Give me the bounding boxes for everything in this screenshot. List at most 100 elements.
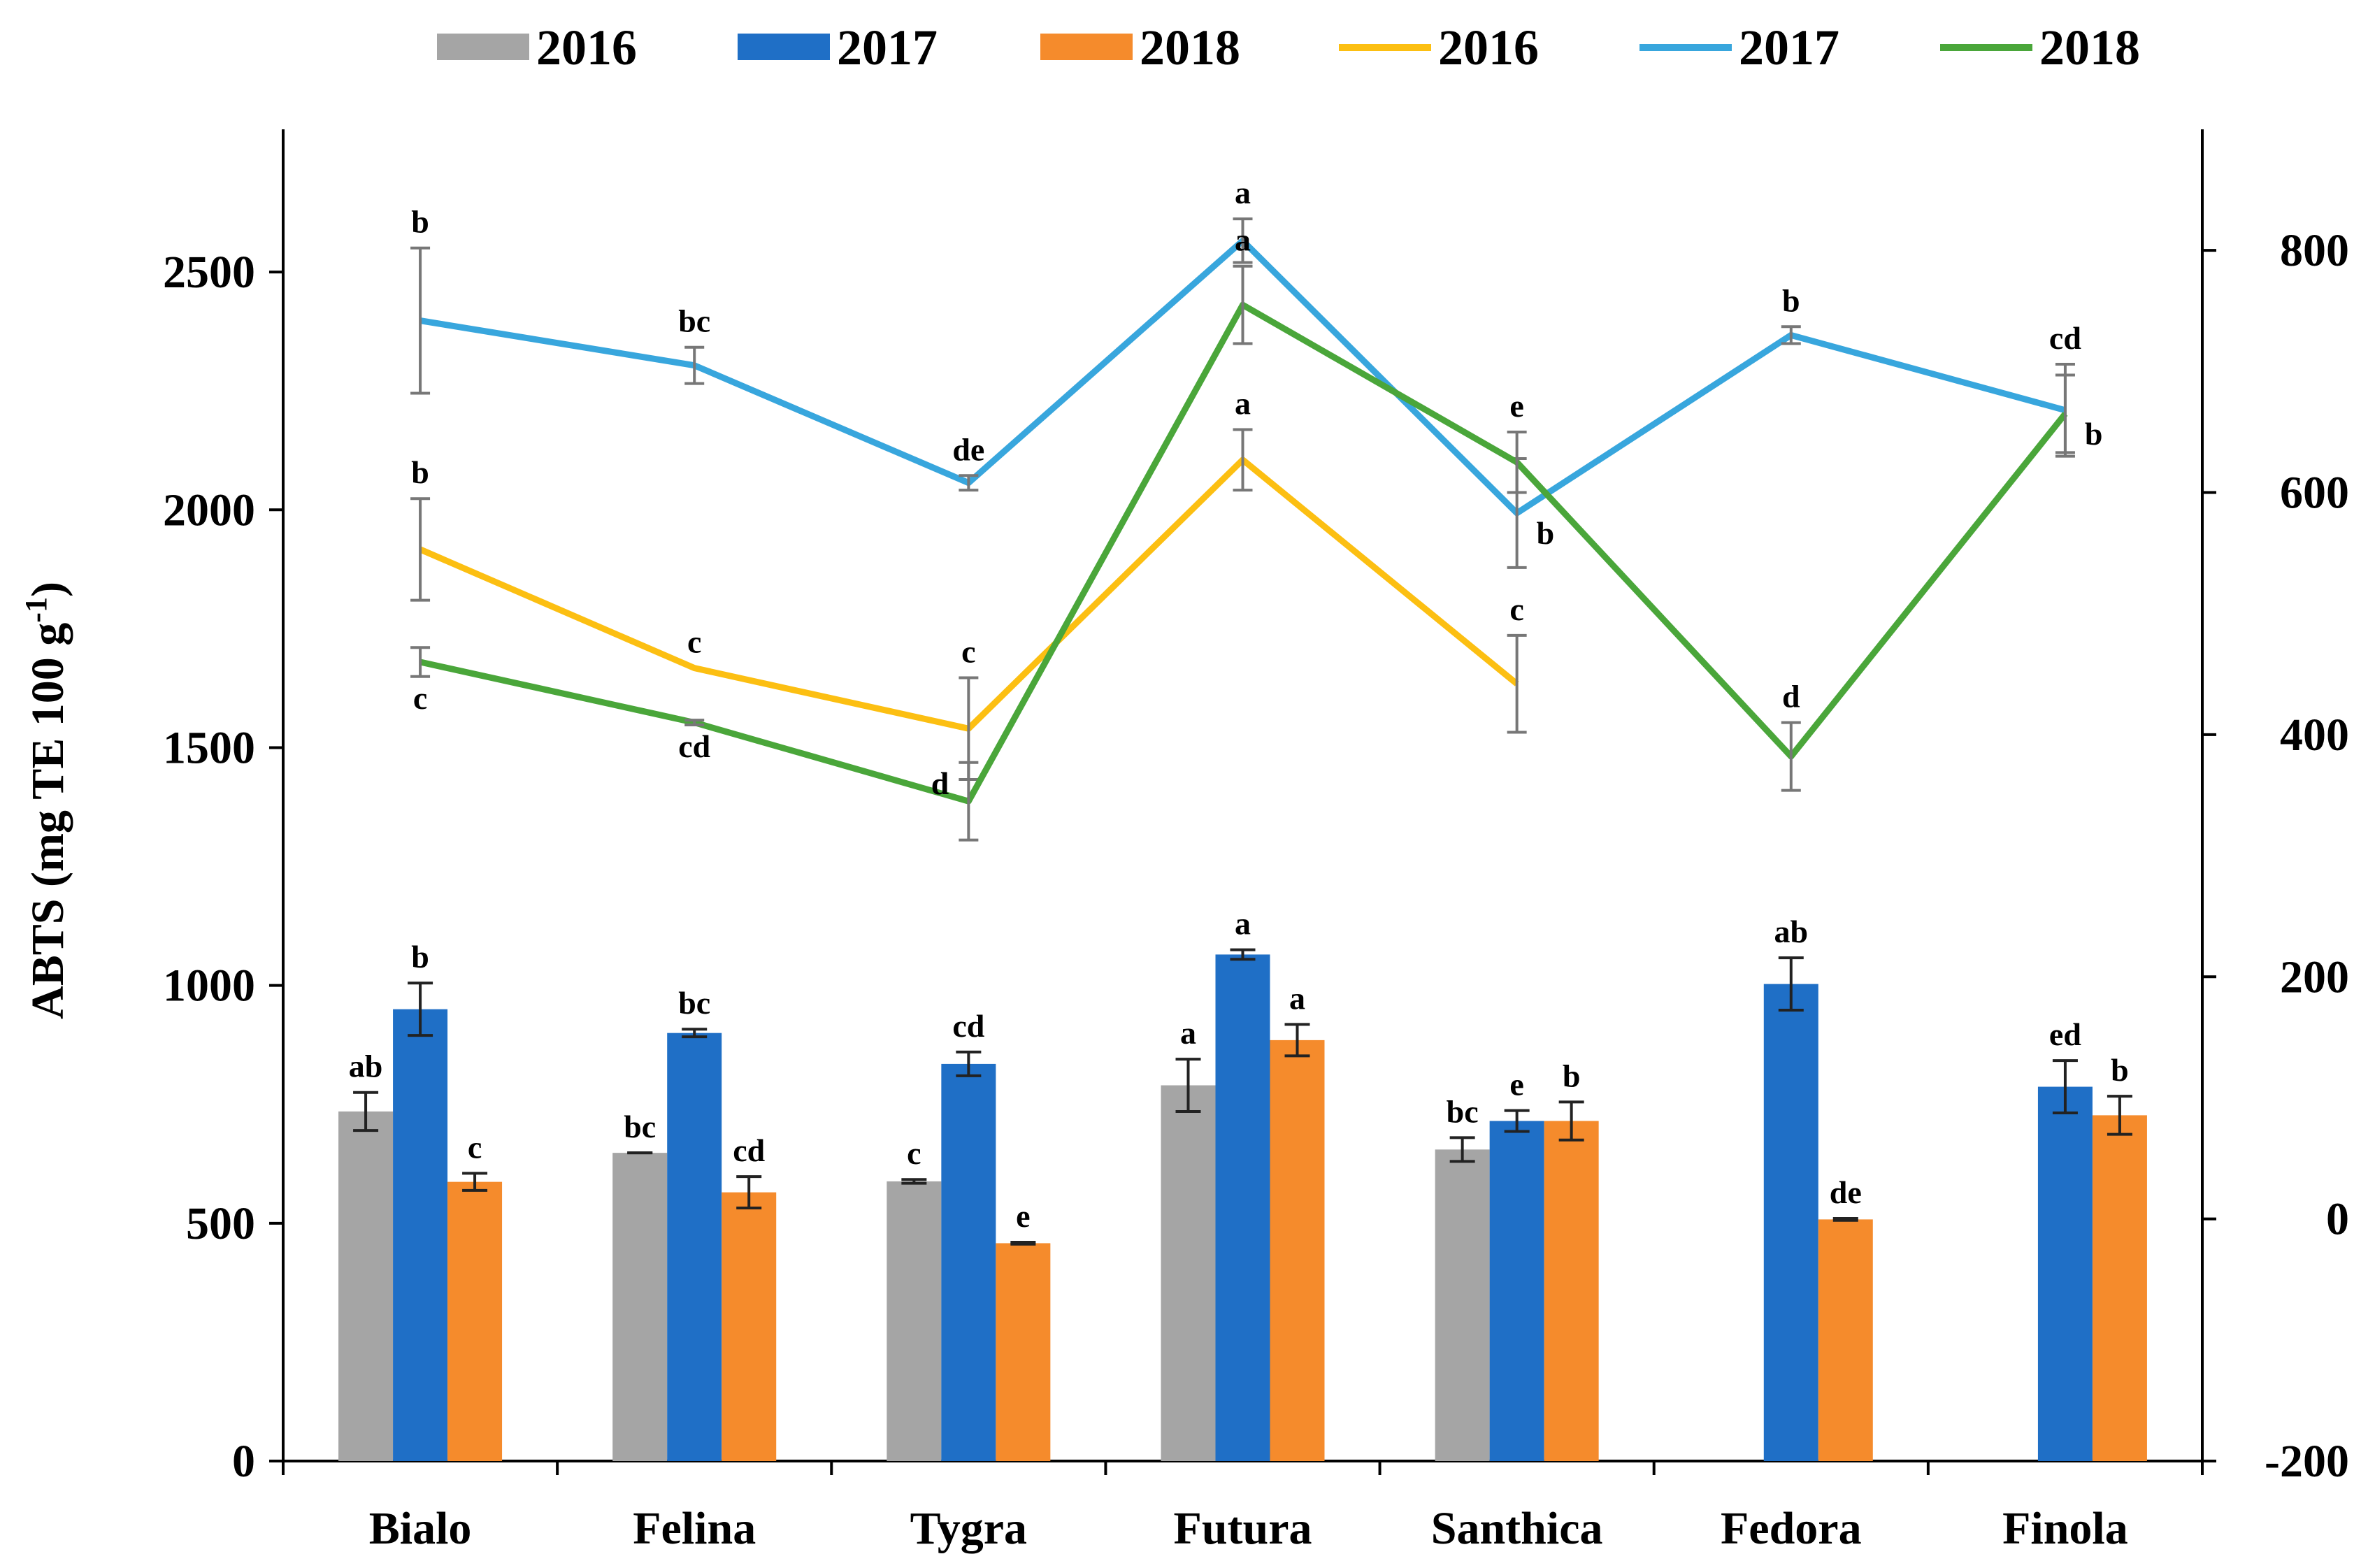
significance-letter: bc [678, 303, 710, 339]
significance-letter: d [931, 765, 949, 801]
significance-letter: ed [2049, 1016, 2081, 1052]
category-label: Santhica [1431, 1503, 1603, 1554]
significance-letter: a [1180, 1015, 1196, 1051]
significance-letter: cd [733, 1132, 765, 1168]
error-bar [462, 1172, 488, 1192]
significance-letter: b [1537, 515, 1555, 551]
bar [1489, 1121, 1544, 1461]
significance-letter: ab [349, 1049, 383, 1084]
significance-letter: de [1830, 1174, 1862, 1210]
error-bar [1233, 428, 1253, 492]
bar-series-2018: c cd e a b de b [447, 980, 2147, 1461]
significance-letter: cd [678, 728, 710, 764]
legend-item: 2016 [1339, 20, 1539, 75]
bar-series: ab bc c a bc b bc cd a e ab ed c cd e ab de b [338, 906, 2147, 1461]
error-bar [684, 345, 705, 385]
error-bar [736, 1175, 762, 1210]
significance-letter: bc [624, 1109, 656, 1144]
right-tick-label: -200 [2265, 1436, 2349, 1487]
right-tick-label: 600 [2280, 468, 2349, 519]
significance-letter: de [952, 431, 984, 467]
bar [722, 1192, 777, 1461]
category-label: Finola [2002, 1503, 2128, 1554]
significance-letter: a [1235, 385, 1251, 421]
error-bar [410, 497, 431, 602]
bar [1544, 1121, 1599, 1461]
bar [1270, 1040, 1325, 1461]
significance-letter: e [1509, 1067, 1523, 1102]
significance-letter: c [1509, 591, 1523, 627]
significance-letter: e [1016, 1198, 1030, 1234]
significance-letter: c [468, 1129, 482, 1165]
error-bar [1781, 325, 1801, 345]
significance-letter: d [1782, 679, 1800, 714]
error-bar [2055, 373, 2075, 454]
significance-letter: bc [678, 985, 710, 1021]
y-axis-title-close: ) [22, 582, 73, 597]
error-bar [1832, 1217, 1858, 1222]
significance-letter: c [687, 624, 701, 660]
category-label: Futura [1174, 1503, 1312, 1554]
significance-letter: ab [1774, 914, 1808, 949]
bar [612, 1153, 668, 1461]
legend: 2016 2017 2018 2016 2017 2018 [437, 20, 2140, 75]
left-tick-label: 2000 [163, 484, 255, 535]
significance-letter: b [411, 939, 429, 974]
category-label: Felina [633, 1503, 756, 1554]
error-bar [1233, 217, 1253, 264]
error-bar [1778, 956, 1804, 1012]
bar [1763, 984, 1818, 1461]
legend-label: 2017 [837, 20, 938, 75]
error-bar [1507, 430, 1527, 494]
significance-letter: a [1235, 906, 1251, 942]
legend-swatch [437, 34, 529, 60]
significance-letter: cd [952, 1008, 984, 1044]
significance-letter: c [413, 680, 427, 716]
significance-letter: b [1563, 1058, 1581, 1093]
error-bar [408, 981, 433, 1037]
bar [1435, 1149, 1490, 1461]
category-label: Fedora [1721, 1503, 1862, 1554]
legend-label: 2016 [536, 20, 637, 75]
category-label: Bialo [369, 1503, 472, 1554]
bar [393, 1009, 448, 1461]
error-bar [1010, 1241, 1036, 1246]
line-series-2017: b bc de a b b cd [410, 175, 2081, 569]
right-tick-label: 800 [2280, 225, 2349, 276]
error-bar [410, 646, 431, 678]
error-bar [1449, 1136, 1475, 1163]
error-bar [353, 1091, 379, 1132]
left-tick-label: 1000 [163, 961, 255, 1012]
error-bar [682, 1028, 708, 1039]
bar [887, 1181, 942, 1461]
error-bar [684, 719, 705, 727]
significance-letter: c [907, 1135, 921, 1171]
error-bar [959, 761, 979, 842]
legend-label: 2017 [1739, 20, 1839, 75]
bar-series-2016: ab bc c a bc [338, 1015, 1490, 1461]
error-bar [956, 1050, 982, 1077]
error-bar [1558, 1100, 1584, 1142]
significance-letter: c [961, 634, 975, 670]
significance-letter: b [2085, 416, 2103, 452]
bar [1215, 954, 1270, 1461]
error-bar [901, 1178, 927, 1185]
error-bar [1233, 264, 1253, 345]
significance-letter: e [1509, 388, 1523, 424]
left-tick-label: 2500 [163, 247, 255, 298]
y-axis-title-superscript: -1 [19, 597, 53, 623]
legend-item: 2017 [1639, 20, 1839, 75]
left-tick-label: 1500 [163, 722, 255, 773]
right-tick-label: 200 [2280, 951, 2349, 1002]
error-bar [1504, 1109, 1530, 1133]
legend-item: 2016 [437, 20, 637, 75]
error-bar [410, 246, 431, 395]
bar [667, 1033, 722, 1461]
error-bar [1284, 1023, 1310, 1058]
significance-letter: bc [1447, 1093, 1479, 1129]
error-bar [1175, 1058, 1201, 1113]
right-tick-label: 0 [2326, 1194, 2349, 1245]
legend-item: 2018 [1040, 20, 1240, 75]
